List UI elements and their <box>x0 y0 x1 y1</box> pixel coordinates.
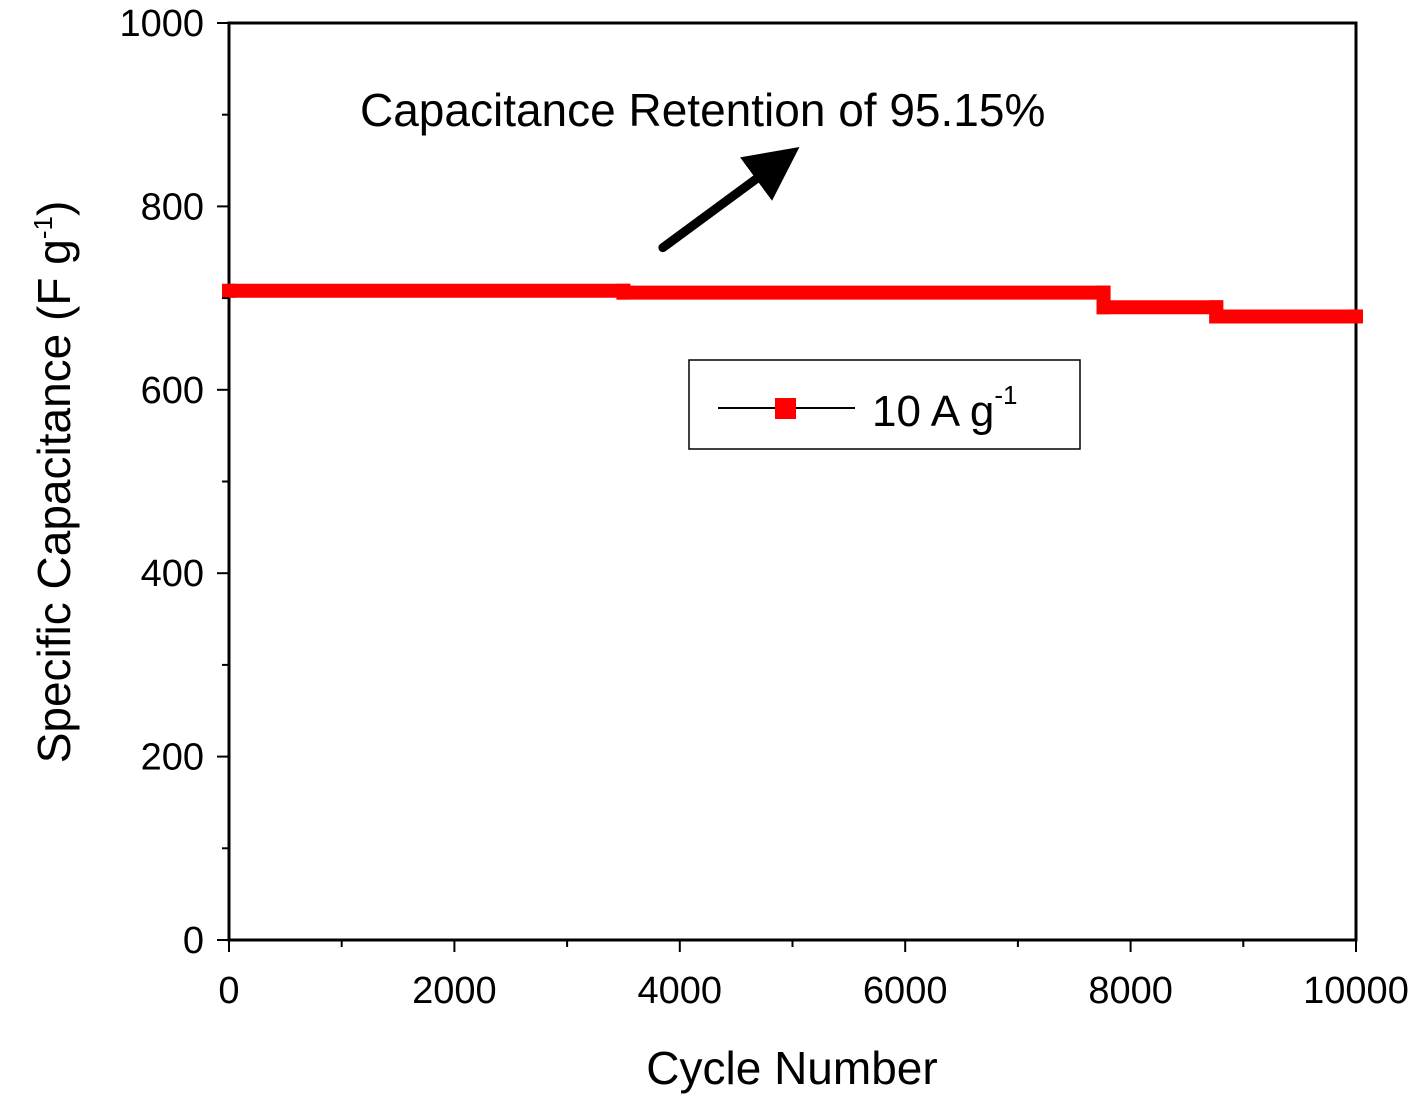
series-line <box>229 283 1356 324</box>
y-tick-label: 0 <box>183 920 204 962</box>
y-axis-title-close: ) <box>28 201 80 216</box>
retention-annotation: Capacitance Retention of 95.15% <box>360 84 1045 136</box>
legend-label-main: 10 A g <box>872 387 994 436</box>
y-axis-title: Specific Capacitance (F g-1) <box>28 201 80 764</box>
data-point <box>616 285 631 300</box>
y-axis-title-sup: -1 <box>28 216 58 239</box>
y-tick-label: 800 <box>141 186 204 228</box>
legend: 10 A g-1 <box>688 359 1081 450</box>
y-tick-label: 1000 <box>119 3 204 45</box>
data-point <box>222 283 236 298</box>
data-point <box>1209 309 1224 324</box>
legend-marker <box>775 398 796 419</box>
x-tick-label: 2000 <box>412 970 497 1012</box>
data-point <box>1096 300 1111 315</box>
y-tick-label: 200 <box>141 737 204 779</box>
x-tick-label: 0 <box>218 970 239 1012</box>
x-tick-label: 10000 <box>1303 970 1409 1012</box>
y-tick-label: 600 <box>141 370 204 412</box>
legend-label-sup: -1 <box>994 380 1017 410</box>
ticks-layer: 0 2000 4000 6000 8000 10000 0 200 400 600 800 1000 <box>119 3 1408 1012</box>
legend-box <box>688 359 1081 450</box>
x-tick-label: 6000 <box>863 970 948 1012</box>
legend-label: 10 A g-1 <box>872 380 1017 436</box>
annotation-arrow <box>658 147 800 253</box>
y-tick-label: 400 <box>141 553 204 595</box>
data-layer <box>222 283 1363 324</box>
x-axis-title: Cycle Number <box>646 1042 937 1094</box>
x-tick-label: 8000 <box>1088 970 1173 1012</box>
data-point <box>1349 309 1363 324</box>
data-point <box>1096 285 1111 300</box>
y-axis-title-main: Specific Capacitance (F g <box>28 239 80 763</box>
x-tick-label: 4000 <box>638 970 723 1012</box>
plot-frame <box>227 21 1358 942</box>
